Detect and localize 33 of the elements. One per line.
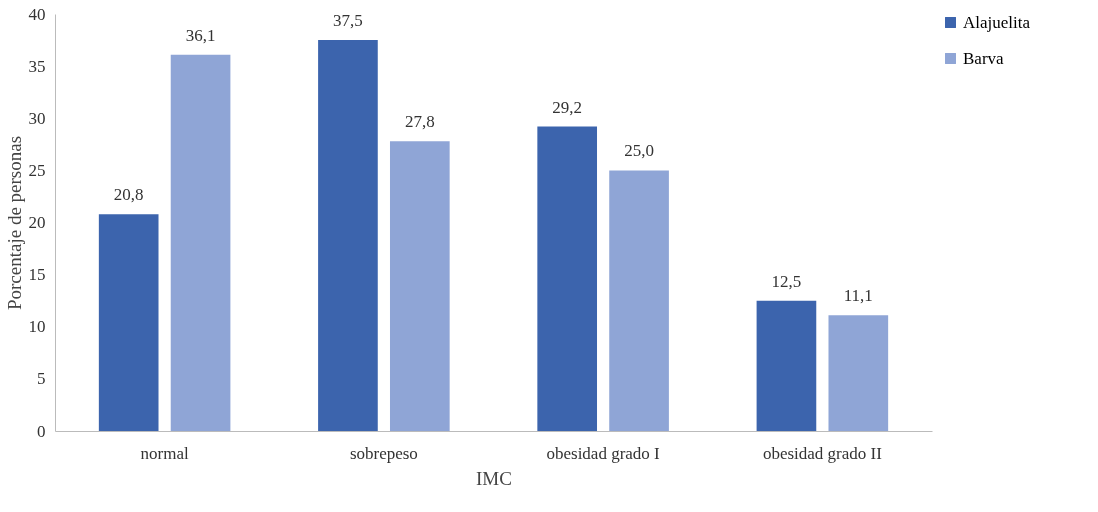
y-tick-label: 15 — [28, 265, 46, 285]
legend-label: Alajuelita — [963, 12, 1031, 32]
x-tick-label: normal — [140, 443, 189, 463]
x-tick-label: obesidad grado I — [546, 443, 661, 463]
x-tick-label: obesidad grado II — [762, 443, 883, 463]
data-label: 27,8 — [404, 112, 435, 132]
bar — [389, 141, 450, 431]
data-label: 20,8 — [113, 185, 144, 205]
y-tick-label: 5 — [37, 369, 46, 389]
bar — [318, 40, 378, 431]
bar — [828, 315, 889, 431]
data-label: 37,5 — [333, 11, 363, 31]
data-label: 29,2 — [552, 97, 583, 117]
data-label: 11,1 — [843, 286, 873, 306]
y-tick-label: 10 — [28, 317, 46, 337]
y-tick-label: 0 — [37, 421, 46, 441]
y-tick-label: 20 — [28, 213, 46, 232]
x-tick-label: sobrepeso — [349, 443, 418, 463]
bar — [537, 126, 598, 431]
x-axis-title: IMC — [476, 467, 512, 489]
y-tick-label: 35 — [28, 56, 46, 76]
bar — [609, 170, 669, 431]
y-axis-title: Porcentaje de personas — [3, 135, 25, 311]
bar — [756, 300, 817, 431]
bar — [98, 214, 159, 431]
data-label: 25,0 — [624, 141, 654, 161]
bar — [170, 54, 231, 431]
y-tick-label: 25 — [28, 160, 46, 180]
data-label: 36,1 — [185, 25, 216, 45]
y-tick-label: 40 — [28, 4, 46, 24]
legend-label: Barva — [963, 48, 1005, 68]
data-label: 12,5 — [771, 271, 802, 291]
y-tick-label: 30 — [28, 108, 46, 128]
